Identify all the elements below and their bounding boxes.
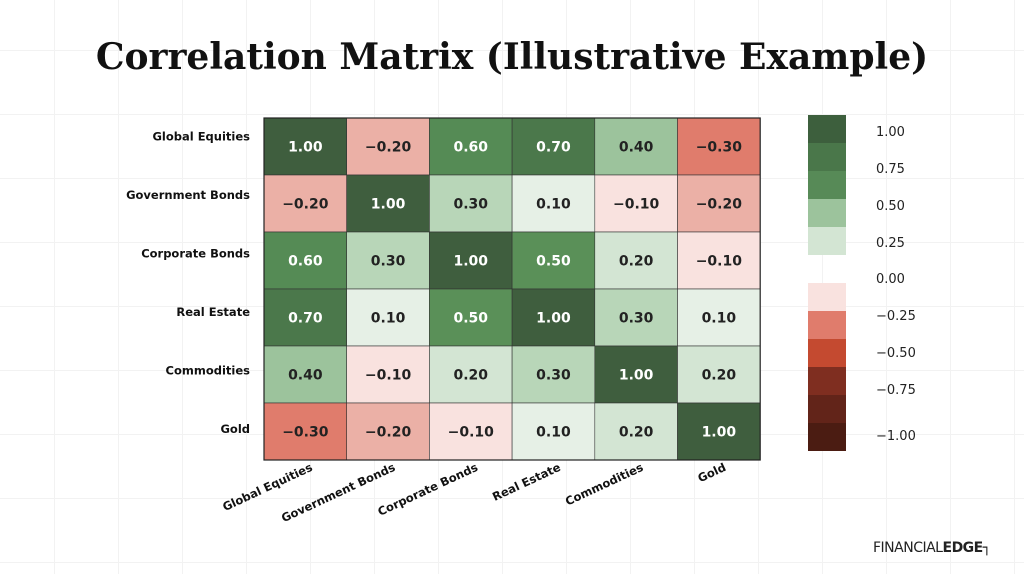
cell-value-label: 0.30 — [371, 254, 406, 270]
colorbar-tick-label: 1.00 — [876, 125, 905, 140]
row-label: Corporate Bonds — [141, 247, 250, 261]
cell-value-label: 0.20 — [453, 368, 488, 384]
colorbar-segment — [808, 395, 846, 423]
cell-value-label: −0.10 — [613, 197, 660, 213]
heatmap-cell — [263, 231, 347, 290]
cell-value-label: 0.40 — [288, 368, 323, 384]
cell-value-label: −0.20 — [365, 425, 412, 441]
colorbar-segment — [808, 367, 846, 395]
colorbar-segment — [808, 171, 846, 199]
colorbar-segment — [808, 227, 846, 255]
heatmap-cell — [429, 174, 513, 233]
colorbar-tick-label: 0.00 — [876, 272, 905, 287]
heatmap-cell — [677, 231, 761, 290]
chart-title: Correlation Matrix (Illustrative Example… — [95, 36, 929, 78]
colorbar-tick-label: −0.25 — [876, 309, 916, 324]
cell-value-label: 0.40 — [619, 140, 654, 156]
heatmap-cell — [511, 402, 596, 461]
cell-value-label: 1.00 — [702, 425, 737, 441]
column-label: Gold — [695, 460, 728, 485]
colorbar-tick-label: 0.75 — [876, 162, 905, 177]
heatmap-cell — [346, 345, 430, 404]
heatmap-cell — [429, 117, 513, 176]
colorbar-segment — [808, 423, 846, 451]
colorbar-tick-label: −0.75 — [876, 383, 916, 398]
colorbar-segment — [808, 115, 846, 143]
cell-value-label: 0.20 — [619, 425, 654, 441]
heatmap-cell — [263, 117, 347, 176]
heatmap-cell — [511, 117, 596, 176]
cell-value-label: −0.10 — [448, 425, 495, 441]
heatmap-cell — [346, 231, 430, 290]
cell-value-label: 0.20 — [702, 368, 737, 384]
cell-value-label: −0.10 — [365, 368, 412, 384]
cell-value-label: 0.50 — [536, 254, 571, 270]
heatmap-cell — [677, 288, 761, 347]
heatmap-cell — [429, 288, 513, 347]
cell-value-label: 0.60 — [453, 140, 488, 156]
colorbar-tick-label: 0.50 — [876, 199, 905, 214]
cell-value-label: 1.00 — [619, 368, 654, 384]
cell-value-label: 0.10 — [371, 311, 406, 327]
cell-value-label: −0.20 — [696, 197, 743, 213]
cell-value-label: 0.30 — [453, 197, 488, 213]
colorbar-tick-label: 0.25 — [876, 236, 905, 251]
heatmap-cell — [429, 402, 513, 461]
cell-value-label: 0.70 — [536, 140, 571, 156]
cell-value-label: −0.30 — [696, 140, 743, 156]
heatmap-cell — [511, 174, 596, 233]
colorbar-tick-label: −0.50 — [876, 346, 916, 361]
colorbar-segment — [808, 311, 846, 339]
cell-value-label: 0.50 — [453, 311, 488, 327]
cell-value-label: 1.00 — [288, 140, 323, 156]
cell-value-label: 0.10 — [702, 311, 737, 327]
row-label: Real Estate — [176, 305, 250, 319]
row-label: Commodities — [166, 364, 251, 378]
heatmap-cell — [346, 174, 430, 233]
colorbar-segment — [808, 143, 846, 171]
heatmap-cell — [263, 288, 347, 347]
heatmap-cell — [429, 231, 513, 290]
heatmap-cell — [346, 288, 430, 347]
cell-value-label: 1.00 — [536, 311, 571, 327]
cell-value-label: 1.00 — [371, 197, 406, 213]
cell-value-label: −0.20 — [365, 140, 412, 156]
colorbar-segment — [808, 283, 846, 311]
colorbar-tick-label: −1.00 — [876, 429, 916, 444]
cell-value-label: 0.20 — [619, 254, 654, 270]
colorbar-segment — [808, 339, 846, 367]
row-label: Gold — [220, 422, 250, 436]
cell-value-label: −0.10 — [696, 254, 743, 270]
cell-value-label: −0.30 — [282, 425, 329, 441]
cell-value-label: 0.30 — [536, 368, 571, 384]
heatmap-cell — [511, 231, 596, 290]
heatmap-cell — [263, 174, 347, 233]
cell-value-label: 1.00 — [453, 254, 488, 270]
row-label: Government Bonds — [126, 188, 250, 202]
colorbar-segment — [808, 199, 846, 227]
cell-value-label: 0.30 — [619, 311, 654, 327]
cell-value-label: 0.10 — [536, 197, 571, 213]
heatmap-cell — [677, 345, 761, 404]
cell-value-label: 0.70 — [288, 311, 323, 327]
cell-value-label: −0.20 — [282, 197, 329, 213]
cell-value-label: 0.60 — [288, 254, 323, 270]
cell-value-label: 0.10 — [536, 425, 571, 441]
column-label: Commodities — [563, 460, 646, 508]
heatmap-cell — [594, 345, 678, 404]
row-label: Global Equities — [152, 130, 250, 144]
heatmap-cell — [511, 288, 596, 347]
heatmap-cell — [677, 402, 761, 461]
heatmap-cell — [263, 402, 347, 461]
heatmap-cell — [677, 174, 761, 233]
heatmap-cell — [594, 288, 678, 347]
financial-edge-logo: FINANCIALEDGE┐ — [873, 540, 991, 556]
column-label: Real Estate — [490, 460, 563, 504]
heatmap-cell — [594, 231, 678, 290]
heatmap-cell — [594, 402, 678, 461]
heatmap-cell — [263, 345, 347, 404]
